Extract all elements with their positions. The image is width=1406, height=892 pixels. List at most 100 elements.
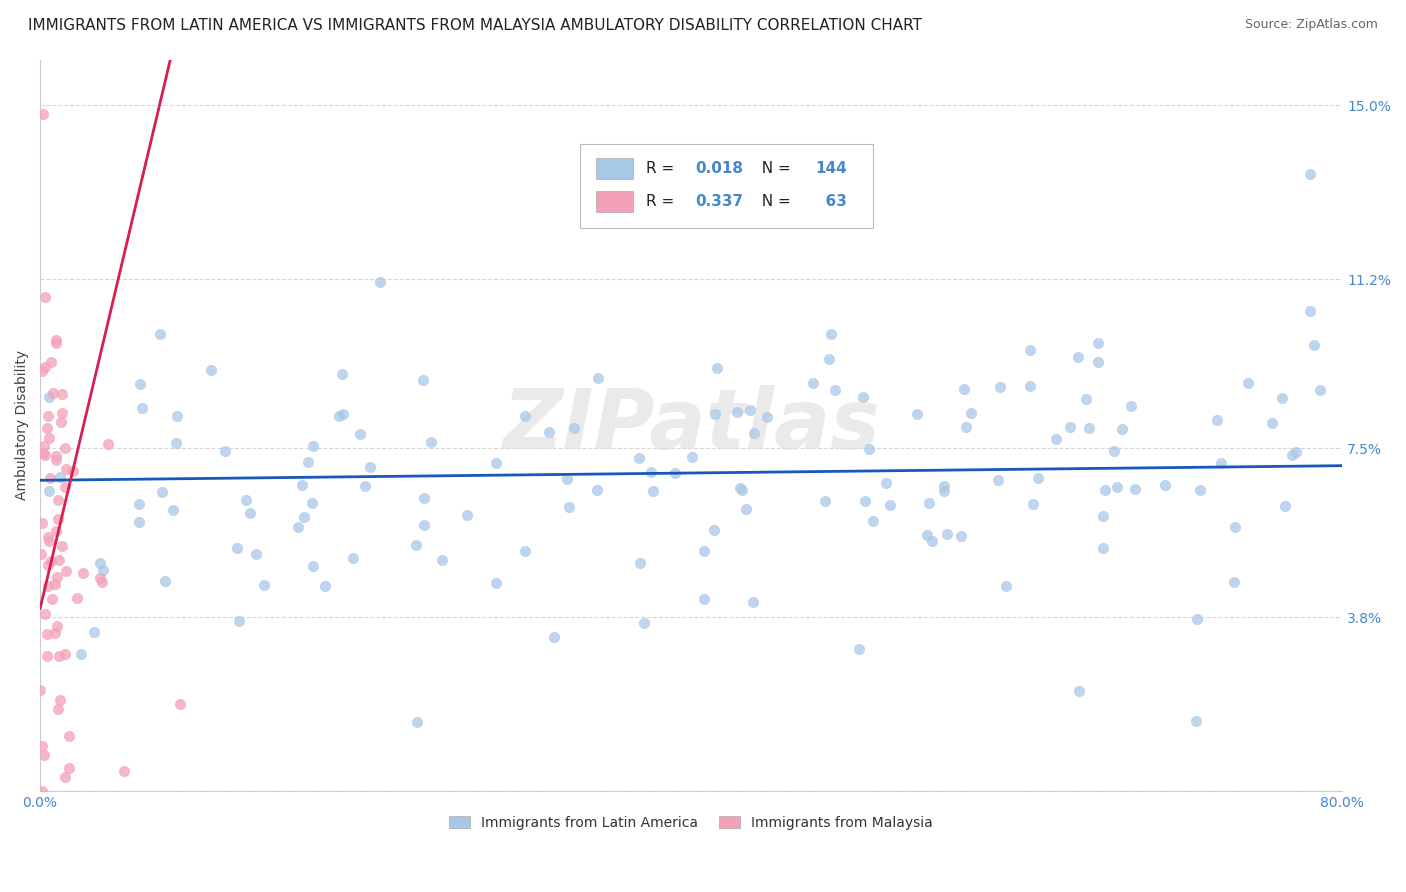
Point <box>89 571 111 585</box>
Point <box>1284 445 1306 459</box>
FancyBboxPatch shape <box>596 159 633 179</box>
Point <box>112 764 135 778</box>
Point <box>1187 612 1209 626</box>
Point <box>515 544 537 558</box>
Point <box>41 591 63 606</box>
Point <box>995 579 1018 593</box>
Point <box>633 615 655 630</box>
Point <box>485 576 508 591</box>
Text: Source: ZipAtlas.com: Source: ZipAtlas.com <box>1244 18 1378 31</box>
Point <box>1281 448 1303 462</box>
Point <box>1019 343 1042 358</box>
Point <box>703 523 725 537</box>
Text: IMMIGRANTS FROM LATIN AMERICA VS IMMIGRANTS FROM MALAYSIA AMBULATORY DISABILITY : IMMIGRANTS FROM LATIN AMERICA VS IMMIGRA… <box>28 18 922 33</box>
Point <box>1153 478 1175 492</box>
Point <box>640 466 662 480</box>
Point <box>543 631 565 645</box>
Point <box>38 534 60 549</box>
Text: 0.018: 0.018 <box>695 161 742 176</box>
Point <box>1094 483 1116 497</box>
Point <box>555 473 578 487</box>
Point <box>1087 336 1109 351</box>
Point <box>314 578 336 592</box>
Point <box>1066 350 1088 364</box>
Point <box>297 455 319 469</box>
Point <box>413 491 436 505</box>
Point <box>55 565 77 579</box>
Point <box>46 570 69 584</box>
Point <box>55 462 77 476</box>
Point <box>562 421 585 435</box>
Point <box>239 506 262 520</box>
Point <box>37 409 59 424</box>
Point <box>292 510 315 524</box>
Point <box>1102 444 1125 458</box>
Point <box>740 403 762 417</box>
Point <box>30 547 52 561</box>
Point <box>45 333 67 347</box>
Point <box>38 390 60 404</box>
Point <box>921 534 943 549</box>
Text: R =: R = <box>645 161 679 176</box>
Point <box>131 401 153 415</box>
Point <box>53 648 76 662</box>
Point <box>228 614 250 628</box>
Point <box>37 529 59 543</box>
Point <box>46 512 69 526</box>
Point <box>735 502 758 516</box>
Point <box>58 730 80 744</box>
Point <box>91 563 114 577</box>
Point <box>988 380 1011 394</box>
Point <box>49 415 72 429</box>
Point <box>45 449 67 463</box>
Point <box>301 439 323 453</box>
Point <box>226 541 249 556</box>
Point <box>44 625 66 640</box>
Point <box>986 473 1008 487</box>
Point <box>742 425 765 440</box>
Point <box>53 480 76 494</box>
Point <box>824 384 846 398</box>
Point <box>53 442 76 456</box>
Point <box>149 327 172 342</box>
Point <box>30 683 52 698</box>
Point <box>31 739 53 753</box>
Point <box>949 529 972 543</box>
Point <box>1298 167 1320 181</box>
Point <box>419 435 441 450</box>
Point <box>165 435 187 450</box>
Point <box>44 577 66 591</box>
Point <box>1111 422 1133 436</box>
Point <box>405 538 427 552</box>
Point <box>628 556 651 570</box>
Point <box>49 693 72 707</box>
Point <box>1074 392 1097 407</box>
Point <box>1298 304 1320 318</box>
Point <box>245 547 267 561</box>
Point <box>406 715 429 730</box>
FancyBboxPatch shape <box>581 144 873 227</box>
Point <box>1092 508 1115 523</box>
Point <box>953 382 976 396</box>
Point <box>588 370 610 384</box>
Point <box>51 540 73 554</box>
Point <box>693 544 716 558</box>
Point <box>91 574 114 589</box>
Point <box>1022 497 1045 511</box>
Point <box>128 498 150 512</box>
Point <box>820 326 842 341</box>
Point <box>485 456 508 470</box>
Point <box>34 607 56 621</box>
Point <box>1189 483 1212 497</box>
Point <box>31 784 53 798</box>
Point <box>328 409 350 423</box>
Point <box>162 503 184 517</box>
Text: ZIPatlas: ZIPatlas <box>502 385 880 466</box>
Point <box>853 494 876 508</box>
Point <box>32 107 55 121</box>
Point <box>37 579 59 593</box>
Point <box>359 460 381 475</box>
Point <box>725 404 748 418</box>
Point <box>46 702 69 716</box>
Point <box>45 618 67 632</box>
